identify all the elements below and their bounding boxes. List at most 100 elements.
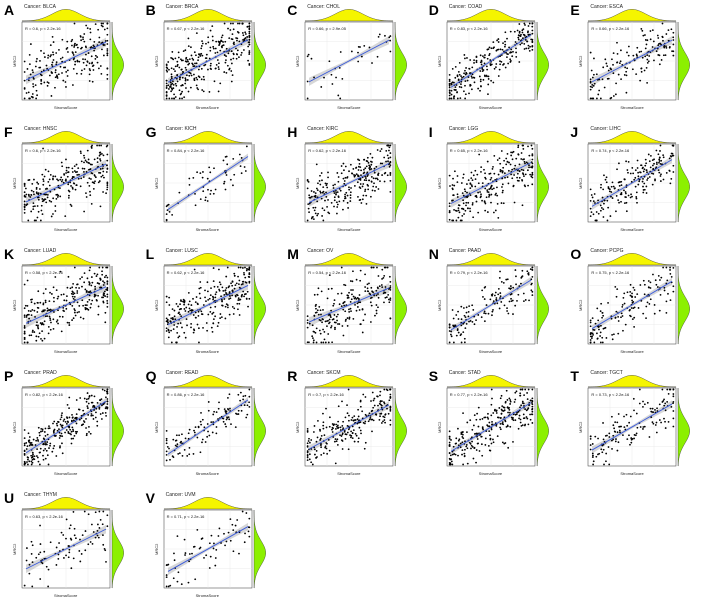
data-point: [165, 85, 168, 87]
data-point: [672, 39, 675, 41]
data-point: [75, 413, 78, 416]
data-point: [54, 205, 57, 207]
data-point: [82, 58, 84, 60]
data-point: [307, 440, 310, 442]
data-point: [90, 145, 93, 148]
data-point: [319, 174, 322, 177]
data-point: [344, 197, 347, 200]
data-point: [28, 563, 31, 566]
data-point: [509, 399, 511, 401]
data-point: [241, 290, 244, 293]
data-point: [106, 182, 109, 185]
data-point: [658, 171, 661, 174]
data-point: [506, 424, 509, 427]
data-point: [639, 284, 642, 286]
data-point: [479, 171, 482, 173]
data-point: [209, 64, 212, 67]
data-point: [365, 415, 368, 417]
data-point: [600, 204, 603, 207]
data-point: [61, 442, 63, 445]
data-point: [631, 180, 634, 183]
data-point: [101, 167, 104, 170]
data-point: [497, 75, 500, 77]
data-point: [473, 323, 476, 326]
data-point: [595, 455, 598, 458]
data-point: [242, 49, 245, 51]
data-point: [519, 392, 521, 395]
data-point: [359, 279, 362, 282]
data-point: [361, 308, 364, 311]
regression-line: [167, 156, 248, 210]
data-point: [497, 38, 500, 40]
data-point: [317, 212, 320, 215]
data-point: [35, 89, 38, 92]
data-point: [311, 335, 314, 338]
data-point: [78, 287, 80, 289]
data-point: [632, 172, 635, 175]
data-point: [211, 330, 214, 333]
data-point: [205, 322, 208, 324]
data-point: [227, 52, 229, 55]
data-point: [370, 163, 373, 166]
data-point: [603, 438, 605, 441]
panel-letter: U: [4, 490, 15, 506]
data-point: [320, 313, 323, 316]
data-point: [316, 187, 318, 190]
data-point: [480, 435, 483, 438]
data-point: [315, 450, 318, 452]
data-point: [611, 181, 614, 184]
top-density: [446, 253, 535, 266]
data-point: [94, 54, 97, 57]
data-point: [44, 447, 47, 450]
data-point: [648, 303, 651, 305]
data-point: [489, 438, 492, 441]
data-point: [330, 326, 333, 329]
data-point: [173, 315, 176, 318]
data-point: [33, 178, 35, 181]
panel-i: I Cancer: LGG R = 0.65, p < 2.2e-16 StromaS…: [425, 122, 567, 244]
data-point: [470, 436, 473, 439]
data-point: [659, 309, 662, 312]
data-point: [360, 405, 362, 408]
data-point: [207, 166, 210, 169]
data-point: [527, 388, 530, 391]
data-point: [500, 394, 503, 397]
data-point: [372, 177, 375, 180]
data-point: [368, 46, 371, 49]
data-point: [600, 331, 602, 334]
scatter-plot: [21, 497, 124, 589]
data-point: [37, 183, 40, 185]
data-point: [237, 297, 240, 300]
data-point: [593, 57, 596, 60]
data-point: [171, 438, 174, 441]
data-point: [383, 275, 386, 277]
data-point: [617, 52, 619, 55]
data-point: [204, 199, 206, 202]
data-point: [618, 425, 621, 428]
data-point: [511, 50, 514, 53]
data-point: [623, 189, 626, 192]
data-point: [462, 72, 465, 75]
data-point: [43, 443, 45, 445]
data-point: [645, 47, 648, 50]
data-point: [204, 300, 207, 303]
data-point: [590, 325, 592, 328]
data-point: [313, 209, 316, 212]
data-point: [97, 313, 100, 316]
data-point: [505, 278, 507, 281]
data-point: [187, 74, 190, 77]
data-point: [524, 173, 527, 176]
data-point: [67, 431, 70, 433]
data-point: [212, 296, 214, 299]
data-point: [192, 453, 194, 455]
data-point: [179, 307, 182, 310]
data-point: [211, 322, 214, 325]
data-point: [185, 318, 188, 321]
data-point: [99, 172, 102, 174]
data-point: [103, 292, 106, 295]
data-point: [25, 316, 28, 318]
data-point: [197, 425, 200, 428]
data-point: [666, 172, 669, 174]
data-point: [172, 328, 175, 331]
